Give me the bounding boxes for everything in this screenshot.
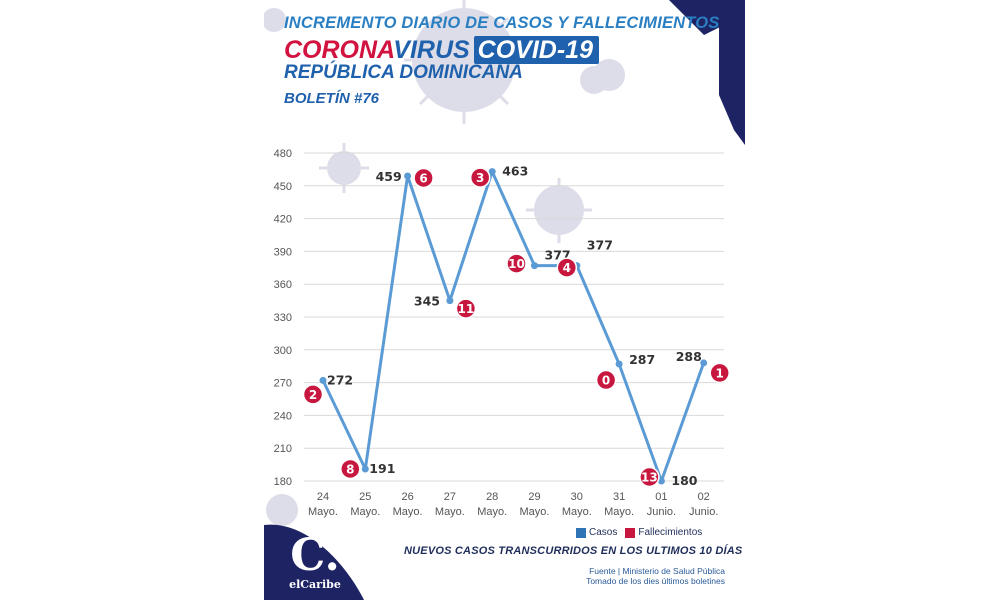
data-label-casos: 377 [587, 238, 613, 253]
data-label-fallecimientos: 6 [419, 171, 427, 185]
legend-item-casos: Casos [576, 527, 617, 538]
y-tick-label: 390 [274, 246, 292, 258]
data-label-casos: 272 [327, 372, 353, 387]
line-chart: 18021024027030033036039042045048024Mayo.… [274, 148, 730, 518]
x-tick-label-month: Mayo. [562, 506, 592, 518]
x-tick-label-day: 24 [317, 491, 329, 503]
title-virus-word: VIRUS [393, 36, 470, 64]
data-point-casos [446, 297, 454, 305]
bulletin-number: BOLETÍN #76 [284, 90, 380, 107]
data-point-casos [531, 262, 538, 270]
x-tick-label-day: 25 [359, 491, 371, 503]
legend-swatch-casos [576, 527, 586, 538]
x-tick-label-month: Mayo. [435, 506, 465, 518]
data-label-fallecimientos: 0 [602, 374, 610, 388]
legend-item-fallecimientos: Fallecimientos [625, 527, 702, 538]
x-tick-label-month: Mayo. [477, 506, 507, 518]
navy-corner-bottom-left [264, 524, 364, 600]
data-point-casos [615, 360, 623, 368]
legend-label-casos: Casos [589, 527, 618, 538]
series-line-casos [321, 170, 706, 483]
x-tick-label-month: Junio. [647, 506, 676, 518]
navy-corner-top-right [719, 0, 745, 145]
x-tick-label-month: Mayo. [393, 506, 423, 518]
x-tick-label-day: 01 [655, 491, 667, 503]
y-tick-label: 210 [274, 443, 292, 455]
data-label-fallecimientos: 2 [309, 388, 317, 402]
y-tick-label: 480 [274, 148, 292, 160]
legend-label-fallecimientos: Fallecimientos [638, 527, 703, 538]
x-tick-label-month: Mayo. [604, 506, 634, 518]
data-badge-fallecimientos [302, 384, 324, 405]
data-badge-fallecimientos [469, 167, 491, 188]
virus-decoration-icon [264, 8, 625, 526]
data-point-casos [404, 172, 412, 180]
data-label-casos: 459 [376, 169, 402, 184]
title-line: INCREMENTO DIARIO DE CASOS Y FALLECIMIEN… [284, 14, 720, 32]
chart-legend: Casos Fallecimientos [576, 527, 710, 538]
title-country: REPÚBLICA DOMINICANA [284, 62, 523, 83]
data-label-casos: 463 [502, 164, 528, 179]
x-tick-label-month: Mayo. [350, 506, 380, 518]
data-label-fallecimientos: 3 [476, 171, 484, 185]
data-label-casos: 345 [414, 294, 440, 309]
data-badge-fallecimientos [506, 253, 527, 274]
title-corona: CORONA [284, 36, 394, 64]
infographic-poster: INCREMENTO DIARIO DE CASOS Y FALLECIMIEN… [264, 0, 745, 600]
data-badge-fallecimientos [639, 466, 660, 488]
source-note: Fuente | Ministerio de Salud Pública Tom… [586, 566, 725, 586]
legend-swatch-fallecimientos [625, 527, 636, 538]
y-tick-label: 240 [274, 410, 292, 422]
x-tick-label-day: 31 [613, 491, 625, 503]
y-tick-label: 330 [274, 312, 292, 324]
x-tick-label-month: Mayo. [308, 506, 338, 518]
data-badge-fallecimientos [595, 369, 617, 391]
data-badge-fallecimientos [556, 257, 578, 278]
y-tick-label: 420 [274, 214, 292, 226]
source-line-2: Tomado de los dies últimos boletines [586, 576, 725, 586]
y-tick-label: 360 [274, 279, 292, 291]
data-label-casos: 288 [676, 349, 702, 364]
data-point-casos [657, 477, 665, 485]
x-tick-label-day: 29 [528, 491, 540, 503]
data-point-casos [488, 168, 496, 176]
logo-wordmark: elCaribe [289, 578, 341, 591]
x-tick-label-day: 26 [401, 491, 413, 503]
data-point-casos [319, 376, 327, 384]
data-badge-fallecimientos [709, 362, 730, 384]
data-label-fallecimientos: 1 [716, 366, 724, 380]
data-label-casos: 287 [629, 352, 655, 367]
x-tick-label-month: Mayo. [520, 506, 550, 518]
x-tick-label-day: 02 [698, 491, 710, 503]
x-tick-label-month: Junio. [689, 506, 718, 518]
y-tick-label: 300 [274, 345, 292, 357]
title-covid-box: COVID-19 [473, 36, 599, 64]
title-virus: CORONAVIRUS COVID-19 [284, 35, 599, 65]
data-label-casos: 180 [671, 473, 697, 488]
data-point-casos [700, 359, 708, 367]
y-tick-label: 270 [274, 378, 292, 390]
data-point-casos [361, 465, 369, 473]
data-label-fallecimientos: 11 [458, 302, 475, 316]
data-label-fallecimientos: 4 [563, 261, 571, 275]
elcaribe-logo: C. elCaribe [286, 533, 344, 593]
data-label-fallecimientos: 10 [508, 257, 525, 271]
data-label-fallecimientos: 13 [641, 471, 658, 485]
data-label-casos: 191 [369, 461, 395, 476]
x-tick-label-day: 27 [444, 491, 456, 503]
source-line-1: Fuente | Ministerio de Salud Pública [589, 566, 725, 576]
data-badge-fallecimientos [413, 167, 434, 189]
logo-mark: C. [290, 530, 340, 581]
data-badge-fallecimientos [455, 298, 477, 319]
background-decoration [264, 0, 745, 600]
data-label-fallecimientos: 8 [346, 462, 354, 476]
data-badge-fallecimientos [340, 458, 361, 480]
y-tick-label: 180 [274, 476, 292, 488]
chart-subtitle: NUEVOS CASOS TRANSCURRIDOS EN LOS ULTIMO… [404, 545, 743, 557]
x-tick-label-day: 28 [486, 491, 498, 503]
x-tick-label-day: 30 [571, 491, 583, 503]
y-tick-label: 450 [274, 181, 292, 193]
